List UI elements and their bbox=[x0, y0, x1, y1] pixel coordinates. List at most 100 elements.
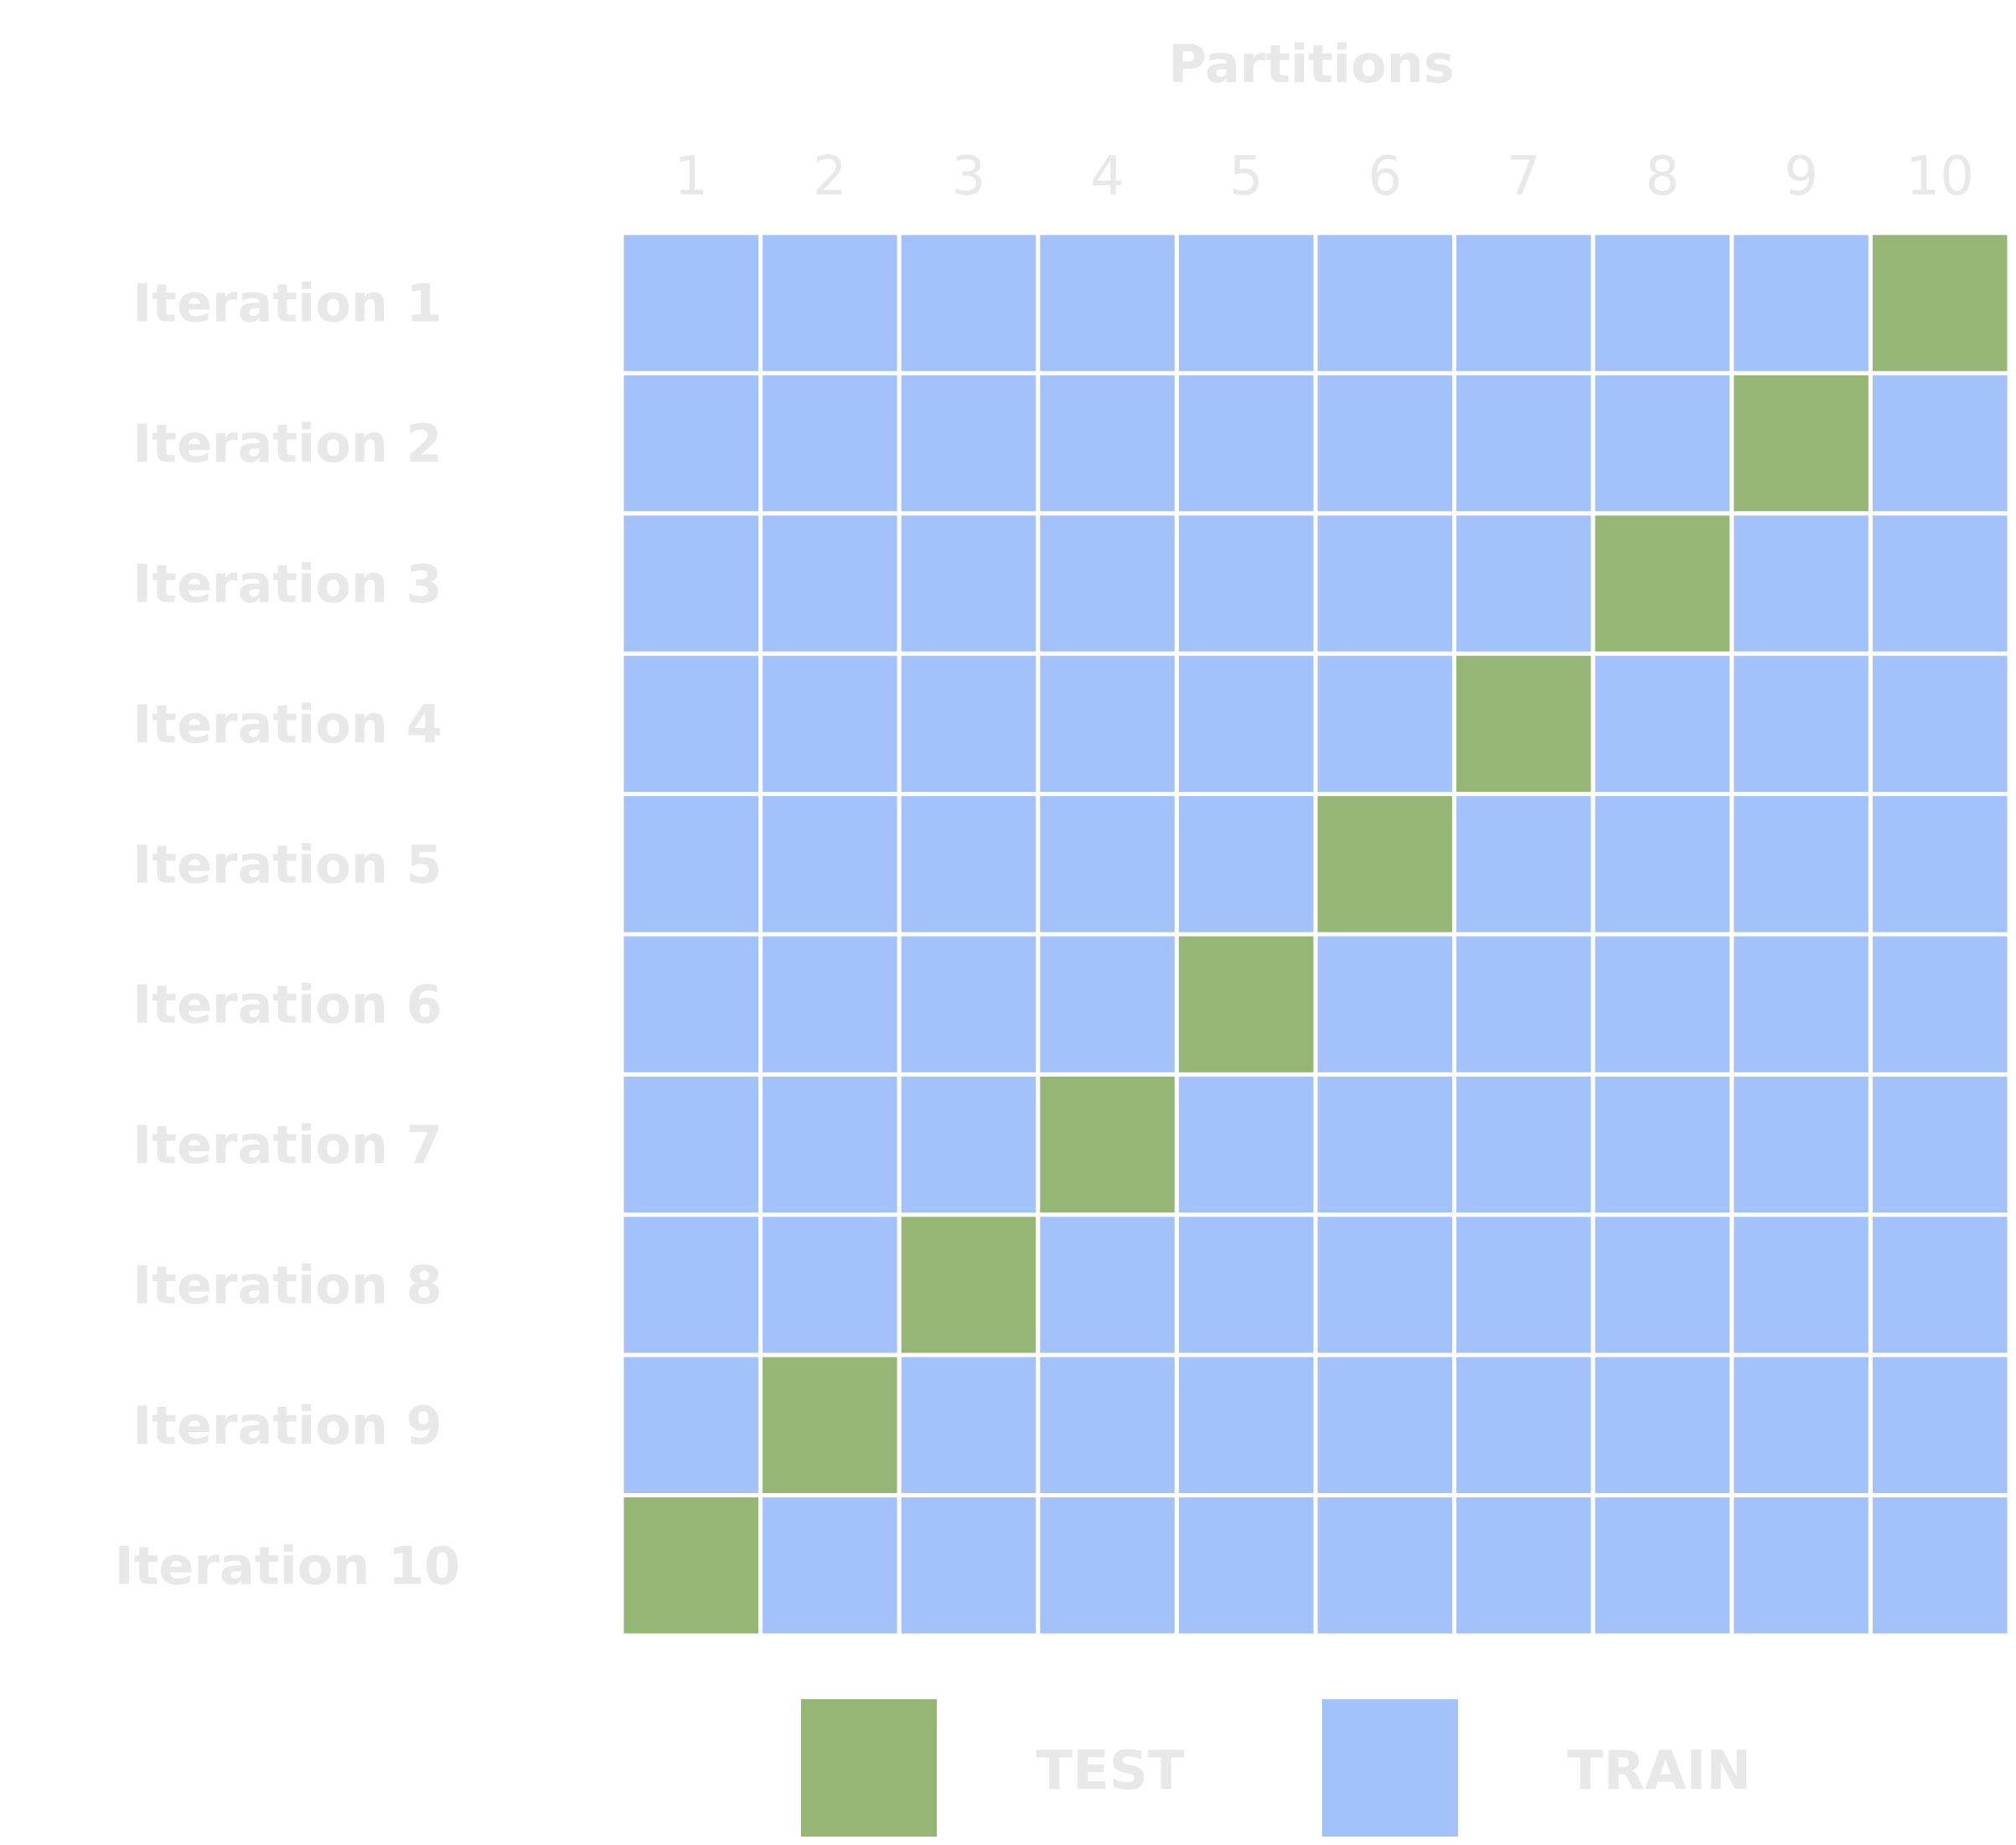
test-cell-r4-c7 bbox=[1452, 651, 1595, 797]
train-cell-r3-c9 bbox=[1729, 511, 1873, 656]
train-cell-r3-c3 bbox=[897, 511, 1041, 656]
train-cell-r1-c9 bbox=[1729, 230, 1873, 375]
column-label-8: 8 bbox=[1646, 146, 1680, 208]
train-cell-r8-c2 bbox=[758, 1212, 902, 1357]
train-cell-r4-c6 bbox=[1313, 651, 1457, 797]
diagram-title: Partitions bbox=[1168, 34, 1455, 95]
train-cell-r1-c3 bbox=[897, 230, 1041, 375]
train-cell-r6-c6 bbox=[1313, 932, 1457, 1077]
train-cell-r8-c5 bbox=[1174, 1212, 1318, 1357]
train-cell-r7-c7 bbox=[1452, 1072, 1595, 1217]
train-cell-r2-c4 bbox=[1036, 370, 1179, 516]
train-cell-r4-c2 bbox=[758, 651, 902, 797]
train-cell-r2-c7 bbox=[1452, 370, 1595, 516]
row-label-8: Iteration 8 bbox=[132, 1255, 442, 1316]
train-cell-r4-c9 bbox=[1729, 651, 1873, 797]
train-cell-r7-c3 bbox=[897, 1072, 1041, 1217]
train-cell-r9-c6 bbox=[1313, 1352, 1457, 1498]
train-cell-r9-c4 bbox=[1036, 1352, 1179, 1498]
test-cell-r1-c10 bbox=[1868, 230, 2012, 375]
column-label-6: 6 bbox=[1367, 146, 1402, 208]
train-cell-r2-c8 bbox=[1590, 370, 1734, 516]
legend-train-label: TRAIN bbox=[1567, 1740, 1751, 1802]
train-cell-r8-c9 bbox=[1729, 1212, 1873, 1357]
partition-grid bbox=[619, 230, 2012, 1638]
train-cell-r6-c3 bbox=[897, 932, 1041, 1077]
train-cell-r9-c1 bbox=[619, 1352, 763, 1498]
train-cell-r2-c1 bbox=[619, 370, 763, 516]
test-cell-r2-c9 bbox=[1729, 370, 1873, 516]
train-cell-r8-c4 bbox=[1036, 1212, 1179, 1357]
train-cell-r5-c7 bbox=[1452, 792, 1595, 937]
train-cell-r7-c1 bbox=[619, 1072, 763, 1217]
train-cell-r3-c4 bbox=[1036, 511, 1179, 656]
test-cell-r6-c5 bbox=[1174, 932, 1318, 1077]
train-cell-r10-c6 bbox=[1313, 1493, 1457, 1638]
test-cell-r7-c4 bbox=[1036, 1072, 1179, 1217]
train-cell-r5-c8 bbox=[1590, 792, 1734, 937]
column-label-2: 2 bbox=[813, 146, 847, 208]
row-label-7: Iteration 7 bbox=[132, 1114, 442, 1176]
train-cell-r1-c4 bbox=[1036, 230, 1179, 375]
train-cell-r10-c7 bbox=[1452, 1493, 1595, 1638]
train-cell-r1-c5 bbox=[1174, 230, 1318, 375]
test-cell-r8-c3 bbox=[897, 1212, 1041, 1357]
train-cell-r9-c10 bbox=[1868, 1352, 2012, 1498]
train-cell-r7-c9 bbox=[1729, 1072, 1873, 1217]
train-cell-r2-c3 bbox=[897, 370, 1041, 516]
train-cell-r10-c5 bbox=[1174, 1493, 1318, 1638]
column-label-9: 9 bbox=[1784, 146, 1818, 208]
train-cell-r4-c4 bbox=[1036, 651, 1179, 797]
train-cell-r1-c2 bbox=[758, 230, 902, 375]
row-labels: Iteration 1 Iteration 2 Iteration 3 Iterati… bbox=[115, 273, 461, 1597]
row-label-9: Iteration 9 bbox=[132, 1395, 442, 1456]
train-cell-r7-c2 bbox=[758, 1072, 902, 1217]
train-cell-r2-c10 bbox=[1868, 370, 2012, 516]
train-cell-r9-c8 bbox=[1590, 1352, 1734, 1498]
train-cell-r6-c1 bbox=[619, 932, 763, 1077]
train-cell-r10-c2 bbox=[758, 1493, 902, 1638]
train-cell-r10-c4 bbox=[1036, 1493, 1179, 1638]
train-cell-r6-c4 bbox=[1036, 932, 1179, 1077]
train-cell-r3-c7 bbox=[1452, 511, 1595, 656]
train-cell-r5-c4 bbox=[1036, 792, 1179, 937]
train-cell-r2-c6 bbox=[1313, 370, 1457, 516]
train-cell-r9-c3 bbox=[897, 1352, 1041, 1498]
train-cell-r4-c8 bbox=[1590, 651, 1734, 797]
train-cell-r5-c9 bbox=[1729, 792, 1873, 937]
legend-test-swatch bbox=[801, 1699, 937, 1837]
train-cell-r7-c6 bbox=[1313, 1072, 1457, 1217]
train-cell-r1-c8 bbox=[1590, 230, 1734, 375]
train-cell-r4-c5 bbox=[1174, 651, 1318, 797]
row-label-6: Iteration 6 bbox=[132, 974, 442, 1036]
train-cell-r6-c8 bbox=[1590, 932, 1734, 1077]
train-cell-r5-c5 bbox=[1174, 792, 1318, 937]
train-cell-r8-c1 bbox=[619, 1212, 763, 1357]
train-cell-r7-c10 bbox=[1868, 1072, 2012, 1217]
train-cell-r10-c8 bbox=[1590, 1493, 1734, 1638]
column-label-10: 10 bbox=[1905, 146, 1973, 208]
train-cell-r2-c5 bbox=[1174, 370, 1318, 516]
train-cell-r5-c3 bbox=[897, 792, 1041, 937]
column-label-4: 4 bbox=[1090, 146, 1124, 208]
test-cell-r5-c6 bbox=[1313, 792, 1457, 937]
row-label-10: Iteration 10 bbox=[115, 1535, 461, 1596]
train-cell-r6-c9 bbox=[1729, 932, 1873, 1077]
train-cell-r8-c6 bbox=[1313, 1212, 1457, 1357]
column-label-7: 7 bbox=[1507, 146, 1541, 208]
train-cell-r9-c9 bbox=[1729, 1352, 1873, 1498]
train-cell-r3-c6 bbox=[1313, 511, 1457, 656]
row-label-2: Iteration 2 bbox=[132, 413, 442, 474]
row-label-1: Iteration 1 bbox=[132, 273, 442, 334]
row-label-5: Iteration 5 bbox=[132, 834, 442, 895]
train-cell-r4-c3 bbox=[897, 651, 1041, 797]
train-cell-r3-c1 bbox=[619, 511, 763, 656]
train-cell-r8-c7 bbox=[1452, 1212, 1595, 1357]
train-cell-r8-c8 bbox=[1590, 1212, 1734, 1357]
train-cell-r7-c5 bbox=[1174, 1072, 1318, 1217]
legend-train-swatch bbox=[1322, 1699, 1458, 1837]
legend: TEST TRAIN bbox=[801, 1699, 1751, 1837]
column-label-3: 3 bbox=[952, 146, 986, 208]
train-cell-r3-c10 bbox=[1868, 511, 2012, 656]
